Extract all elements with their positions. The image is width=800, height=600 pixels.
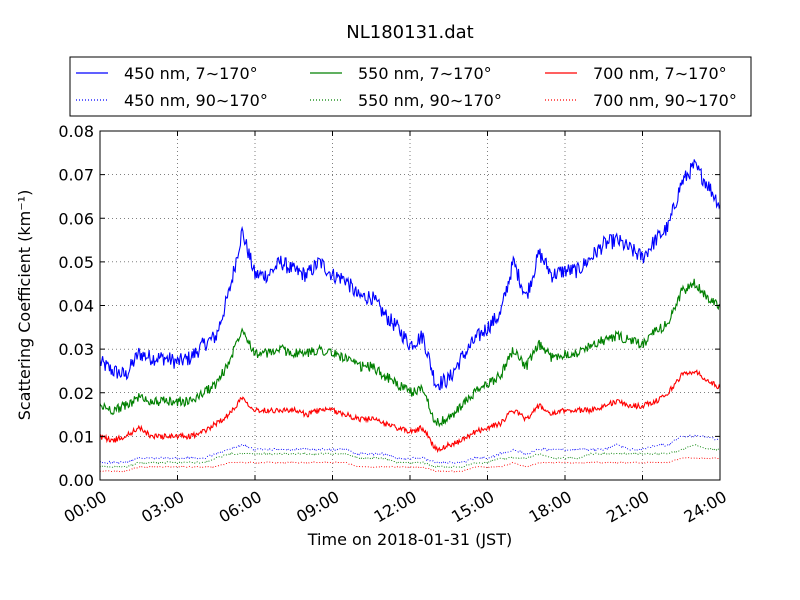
y-tick-label: 0.00	[58, 471, 94, 490]
y-tick-label: 0.02	[58, 384, 94, 403]
legend-label: 550 nm, 7∼170°	[358, 64, 492, 83]
x-tick-label: 21:00	[603, 487, 652, 527]
x-tick-label: 12:00	[371, 487, 420, 527]
x-tick-label: 06:00	[216, 487, 265, 527]
legend-label: 450 nm, 90∼170°	[124, 91, 268, 110]
legend-label: 700 nm, 90∼170°	[593, 91, 737, 110]
legend-label: 700 nm, 7∼170°	[593, 64, 727, 83]
series-line	[99, 159, 721, 391]
legend-label: 550 nm, 90∼170°	[358, 91, 502, 110]
x-tick-label: 00:00	[61, 487, 110, 527]
legend: 450 nm, 7∼170° 550 nm, 7∼170° 700 nm, 7∼17…	[69, 56, 752, 117]
y-tick-label: 0.01	[58, 427, 94, 446]
y-tick-label: 0.04	[58, 297, 94, 316]
plot-series	[99, 159, 721, 473]
y-tick-label: 0.08	[58, 122, 94, 141]
series-line	[99, 434, 721, 465]
x-tick-label: 03:00	[138, 487, 187, 527]
y-tick-label: 0.05	[58, 253, 94, 272]
x-tick-label: 15:00	[448, 487, 497, 527]
y-tick-label: 0.06	[58, 209, 94, 228]
grid	[100, 131, 720, 480]
series-line	[99, 444, 721, 469]
series-line	[99, 369, 721, 454]
y-tick-label: 0.03	[58, 340, 94, 359]
chart-title: NL180131.dat	[346, 22, 473, 43]
legend-box	[69, 56, 752, 117]
series-line	[99, 278, 721, 428]
y-axis: 0.00 0.01 0.02 0.03 0.04 0.05 0.06 0.07 0.08	[58, 122, 720, 490]
legend-label: 450 nm, 7∼170°	[124, 64, 258, 83]
y-tick-label: 0.07	[58, 166, 94, 185]
x-axis-label: Time on 2018-01-31 (JST)	[307, 530, 512, 549]
x-tick-label: 18:00	[526, 487, 575, 527]
x-tick-label: 09:00	[293, 487, 342, 527]
x-tick-label: 24:00	[681, 487, 730, 527]
y-axis-label: Scattering Coefficient (km⁻¹)	[15, 190, 34, 421]
